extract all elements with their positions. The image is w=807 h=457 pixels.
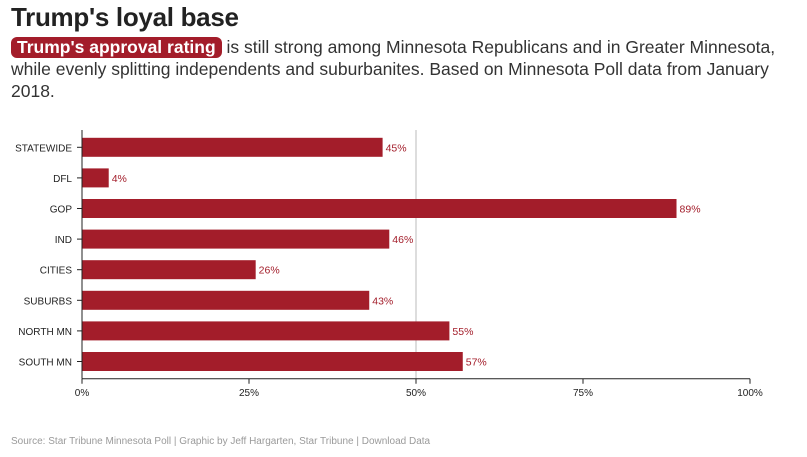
x-tick-label: 0% bbox=[75, 388, 90, 399]
category-label: SUBURBS bbox=[24, 296, 73, 307]
bar bbox=[82, 137, 383, 157]
bar-chart: 45% STATEWIDE 4% DFL 89% GOP 46% IND 26% CITIES 43… bbox=[15, 130, 763, 399]
bar-value-label: 55% bbox=[452, 326, 473, 338]
bar bbox=[82, 168, 109, 188]
source-note: Source: Star Tribune Minnesota Poll | Gr… bbox=[11, 436, 431, 447]
bar-value-label: 46% bbox=[392, 234, 413, 246]
category-label: GOP bbox=[50, 205, 73, 216]
x-tick-label: 75% bbox=[573, 388, 593, 399]
x-tick-label: 50% bbox=[406, 388, 426, 399]
bar bbox=[82, 199, 677, 218]
chart-subtitle: Trump's approval rating is still strong … bbox=[11, 36, 796, 102]
bar-value-label: 43% bbox=[372, 295, 393, 307]
bar-value-label: 4% bbox=[112, 173, 127, 185]
subtitle-text: is still strong among Minnesota Republic… bbox=[11, 37, 776, 101]
category-label: IND bbox=[55, 235, 72, 246]
subtitle-highlight: Trump's approval rating bbox=[11, 37, 222, 58]
category-label: CITIES bbox=[40, 266, 73, 277]
category-label: STATEWIDE bbox=[15, 143, 72, 154]
category-label: NORTH MN bbox=[18, 327, 72, 338]
bar-value-label: 89% bbox=[680, 204, 701, 216]
bar bbox=[82, 321, 450, 341]
category-label: SOUTH MN bbox=[19, 358, 72, 369]
chart-title: Trump's loyal base bbox=[11, 2, 239, 32]
bar bbox=[82, 352, 463, 371]
x-tick-label: 100% bbox=[737, 388, 763, 399]
bar-value-label: 45% bbox=[386, 142, 407, 154]
category-label: DFL bbox=[53, 174, 72, 185]
x-tick-label: 25% bbox=[239, 388, 259, 399]
bar-value-label: 26% bbox=[259, 265, 280, 277]
bar bbox=[82, 290, 370, 310]
bar bbox=[82, 260, 256, 280]
bar bbox=[82, 229, 390, 249]
bar-value-label: 57% bbox=[466, 357, 487, 369]
